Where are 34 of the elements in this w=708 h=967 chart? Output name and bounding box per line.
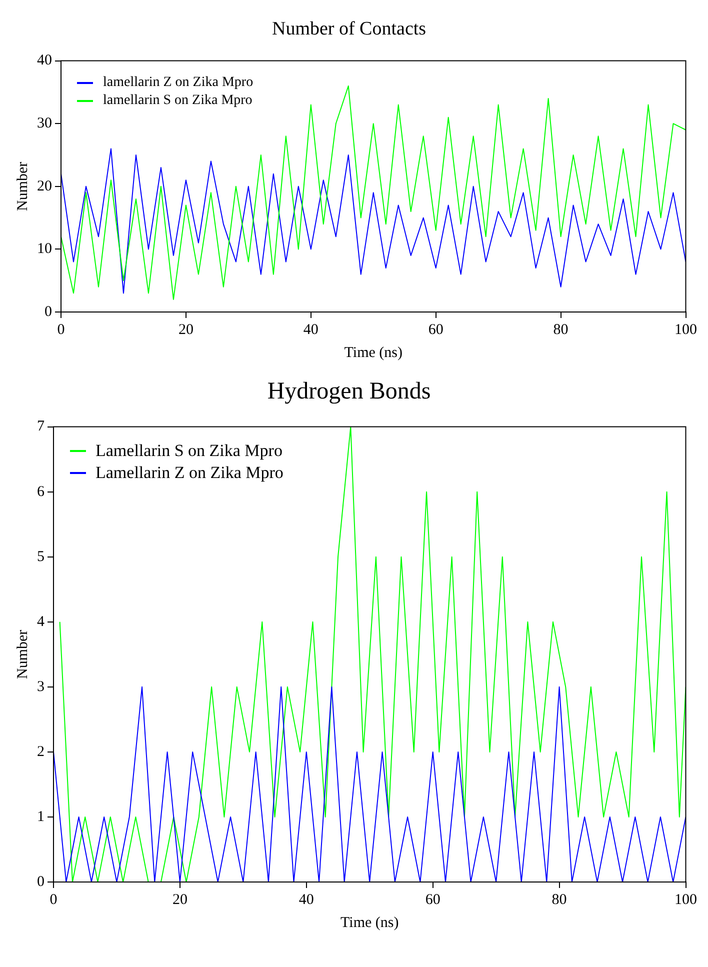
x-tick-label: 20 — [172, 892, 188, 908]
y-tick-label: 7 — [37, 418, 45, 435]
y-tick-label: 6 — [37, 484, 45, 500]
legend-label: lamellarin S on Zika Mpro — [103, 92, 252, 109]
y-tick-label: 5 — [37, 548, 44, 565]
x-axis-title: Time (ns) — [340, 914, 399, 931]
y-tick-label: 20 — [37, 178, 52, 194]
y-tick-label: 30 — [37, 116, 52, 132]
x-axis-title: Time (ns) — [344, 344, 402, 361]
x-tick-label: 80 — [552, 892, 567, 908]
chart-title: Hydrogen Bonds — [267, 378, 431, 405]
y-axis-title: Number — [14, 162, 31, 211]
chart-title: Number of Contacts — [272, 18, 426, 40]
legend-label: Lamellarin Z on Zika Mpro — [96, 462, 284, 483]
y-axis-title: Number — [14, 630, 31, 679]
y-tick-label: 3 — [37, 678, 44, 695]
x-tick-label: 20 — [178, 322, 194, 338]
x-tick-label: 40 — [303, 322, 318, 338]
y-tick-label: 40 — [37, 52, 52, 69]
x-tick-label: 60 — [425, 892, 440, 908]
x-tick-label: 100 — [674, 892, 697, 908]
y-tick-label: 0 — [37, 874, 44, 890]
x-tick-label: 0 — [57, 322, 65, 338]
x-tick-label: 40 — [298, 892, 314, 908]
x-tick-label: 100 — [674, 322, 697, 338]
x-tick-label: 80 — [553, 322, 568, 338]
legend-label: Lamellarin S on Zika Mpro — [96, 440, 282, 461]
y-tick-label: 4 — [37, 614, 45, 630]
legend-label: lamellarin Z on Zika Mpro — [103, 74, 254, 91]
y-tick-label: 2 — [37, 744, 44, 760]
x-tick-label: 60 — [428, 322, 444, 338]
y-tick-label: 0 — [44, 304, 52, 320]
y-tick-label: 10 — [37, 241, 52, 258]
y-tick-label: 1 — [37, 808, 44, 825]
